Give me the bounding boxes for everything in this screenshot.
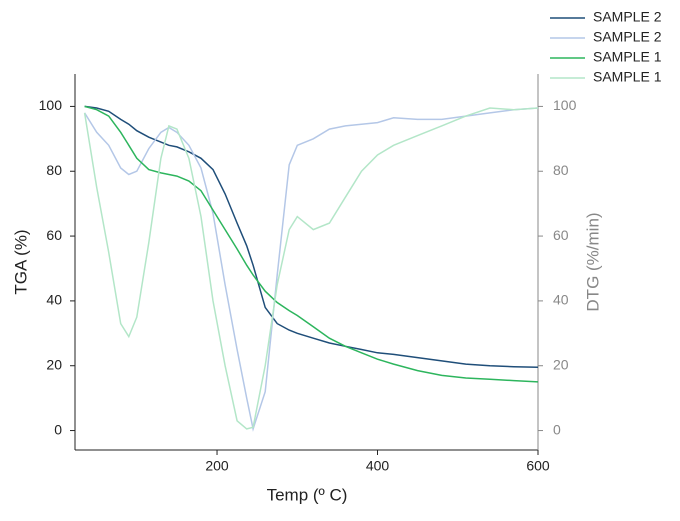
y-axis-title: TGA (%) xyxy=(11,229,30,294)
y-tick-label: 20 xyxy=(46,356,62,372)
legend-label: SAMPLE 1 xyxy=(593,69,662,85)
series-line xyxy=(83,107,539,432)
y2-tick-label: 20 xyxy=(553,356,569,372)
series-line xyxy=(83,107,539,430)
y2-axis-title: DTG (%/min) xyxy=(583,212,602,311)
y-tick-label: 60 xyxy=(46,227,62,243)
x-axis-title: Temp (º C) xyxy=(267,485,348,504)
x-tick-label: 400 xyxy=(366,458,390,474)
y2-tick-label: 80 xyxy=(553,162,569,178)
legend-label: SAMPLE 2 xyxy=(593,29,662,45)
y-tick-label: 0 xyxy=(54,421,62,437)
y2-tick-label: 0 xyxy=(553,421,561,437)
y-tick-label: 80 xyxy=(46,162,62,178)
series-line xyxy=(84,105,539,369)
y2-tick-label: 100 xyxy=(553,97,577,113)
x-tick-label: 600 xyxy=(526,458,550,474)
x-tick-label: 200 xyxy=(205,458,229,474)
y2-tick-label: 60 xyxy=(553,227,569,243)
y-tick-label: 100 xyxy=(39,97,63,113)
y-tick-label: 40 xyxy=(46,292,62,308)
legend-label: SAMPLE 2 xyxy=(593,9,662,25)
y2-tick-label: 40 xyxy=(553,292,569,308)
series-line xyxy=(84,105,539,383)
legend-label: SAMPLE 1 xyxy=(593,49,662,65)
